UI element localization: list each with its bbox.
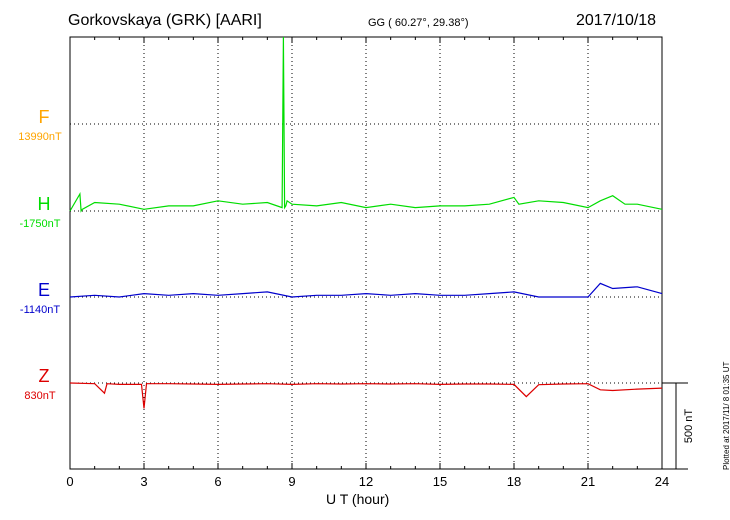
x-tick-label: 15	[433, 474, 447, 489]
x-axis-label: U T (hour)	[326, 491, 390, 507]
series-name-e: E	[38, 280, 50, 300]
grid	[70, 37, 662, 469]
series-lines	[69, 36, 663, 409]
scale-bar-label: 500 nT	[683, 409, 695, 444]
series-baseline-e: -1140nT	[20, 304, 60, 316]
x-axis-ticks: 0 3 6 9 12 15 18 21 24	[66, 37, 669, 489]
trace-z	[69, 382, 663, 409]
series-labels: F 13990nT H -1750nT E -1140nT Z 830nT	[18, 107, 62, 402]
scale-bar: 500 nT	[662, 382, 695, 470]
x-tick-label: 12	[359, 474, 373, 489]
series-baseline-z: 830nT	[24, 390, 55, 402]
x-tick-label: 24	[655, 474, 669, 489]
station-title: Gorkovskaya (GRK) [AARI]	[68, 12, 262, 29]
series-name-h: H	[38, 194, 51, 214]
x-tick-label: 18	[507, 474, 521, 489]
trace-e	[69, 282, 663, 298]
plotted-timestamp: Plotted at 2017/11/ 8 01:35 UT	[722, 361, 730, 470]
x-tick-label: 9	[288, 474, 295, 489]
station-coordinates: GG ( 60.27°, 29.38°)	[368, 17, 469, 29]
x-tick-label: 3	[140, 474, 147, 489]
plot-date: 2017/10/18	[576, 12, 657, 29]
trace-h	[69, 36, 663, 213]
x-tick-label: 21	[581, 474, 595, 489]
x-tick-label: 0	[66, 474, 73, 489]
series-baseline-h: -1750nT	[20, 218, 61, 230]
x-tick-label: 6	[214, 474, 221, 489]
series-baseline-f: 13990nT	[18, 131, 62, 143]
series-name-z: Z	[39, 366, 50, 386]
series-name-f: F	[39, 107, 50, 127]
